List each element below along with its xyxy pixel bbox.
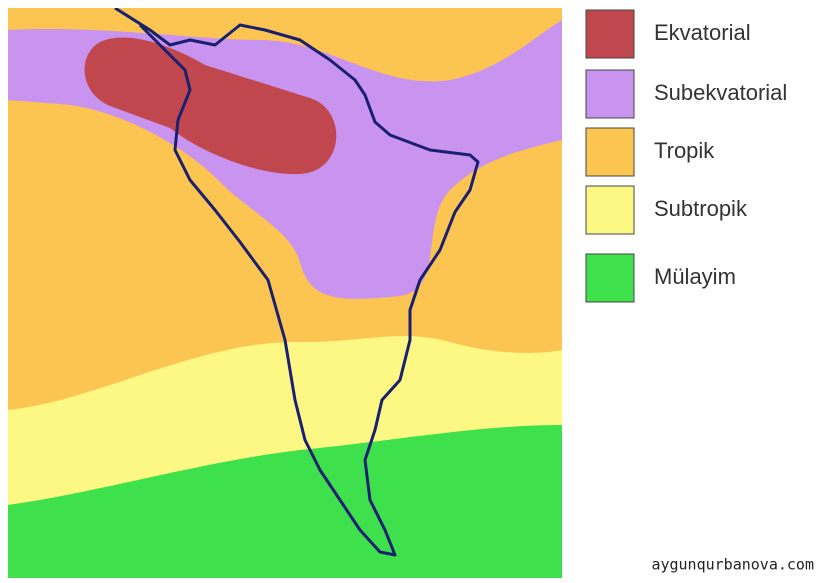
watermark: aygunqurbanova.com: [651, 556, 814, 574]
temperate-zone: [8, 425, 562, 578]
legend-swatch: [585, 185, 635, 235]
legend-label: Subekvatorial: [654, 80, 787, 105]
legend-label: Ekvatorial: [654, 20, 751, 45]
legend-label: Tropik: [654, 138, 715, 163]
legend-swatch: [585, 9, 635, 59]
legend-label: Mülayim: [654, 264, 736, 289]
equatorial-zone: [84, 37, 337, 175]
continent-outline: [114, 8, 480, 557]
legend-swatch: [585, 253, 635, 303]
legend-swatch: [585, 69, 635, 119]
legend: Ekvatorial Subekvatorial Tropik Subtropik Mü…: [585, 9, 787, 303]
climate-zones: [8, 8, 562, 578]
legend-label: Subtropik: [654, 196, 748, 221]
legend-swatch: [585, 127, 635, 177]
